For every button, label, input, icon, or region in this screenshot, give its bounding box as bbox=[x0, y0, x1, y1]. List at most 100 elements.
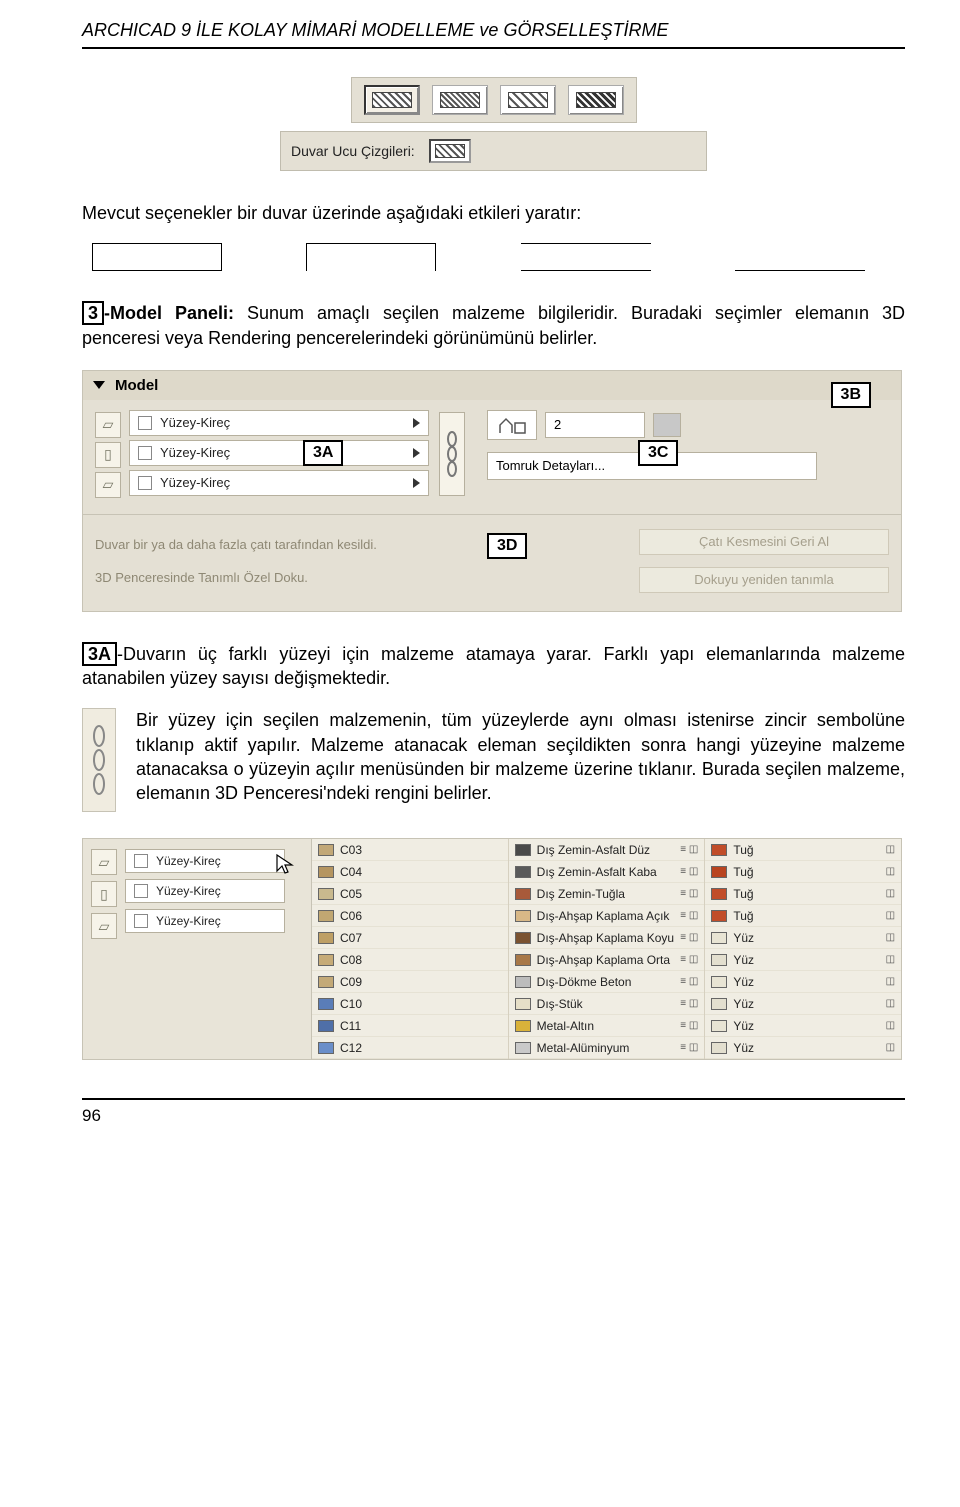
material-row-icons: ≡ ◫ bbox=[680, 844, 698, 855]
material-row-icons: ≡ ◫ bbox=[680, 1042, 698, 1053]
materials-left: ▱ ▯ ▱ Yüzey-Kireç Yüzey-Kireç Yüzey-Kire… bbox=[82, 838, 312, 1060]
material-row[interactable]: Dış-Stük≡ ◫ bbox=[509, 993, 705, 1015]
house-icon-button[interactable] bbox=[487, 410, 537, 440]
surface-side-icon[interactable]: ▯ bbox=[91, 881, 117, 907]
hatch-option-4[interactable] bbox=[568, 85, 624, 115]
material-row[interactable]: C05 bbox=[312, 883, 508, 905]
material-label: Metal-Alüminyum bbox=[537, 1041, 675, 1055]
material-swatch bbox=[318, 932, 334, 944]
surface-bottom-icon[interactable]: ▱ bbox=[95, 472, 121, 498]
material-label: Dış Zemin-Asfalt Düz bbox=[537, 843, 675, 857]
material-row[interactable]: Dış-Ahşap Kaplama Orta≡ ◫ bbox=[509, 949, 705, 971]
material-row[interactable]: Dış Zemin-Asfalt Kaba≡ ◫ bbox=[509, 861, 705, 883]
material-label: Tuğ bbox=[733, 865, 879, 879]
materials-list: C03C04C05 C06 C07C08C09 C10 C11C12 Dış Zemin-… bbox=[312, 838, 902, 1060]
material-row[interactable]: Yüz◫ bbox=[705, 1037, 901, 1059]
wall-end-lines-label: Duvar Ucu Çizgileri: bbox=[291, 143, 415, 159]
material-row-icons: ◫ bbox=[886, 844, 895, 855]
material-swatch bbox=[515, 866, 531, 878]
material-row[interactable]: Tuğ◫ bbox=[705, 861, 901, 883]
material-row-icons: ≡ ◫ bbox=[680, 932, 698, 943]
material-row[interactable]: Tuğ ◫ bbox=[705, 839, 901, 861]
material-row-icons: ◫ bbox=[886, 910, 895, 921]
model-panel-header[interactable]: Model bbox=[83, 371, 901, 400]
surface-bottom-icon[interactable]: ▱ bbox=[91, 913, 117, 939]
cursor-icon bbox=[275, 853, 297, 875]
material-row-icons: ◫ bbox=[886, 932, 895, 943]
material-row[interactable]: Yüz◫ bbox=[705, 949, 901, 971]
material-swatch bbox=[515, 844, 531, 856]
paragraph-options-effect: Mevcut seçenekler bir duvar üzerinde aşa… bbox=[82, 201, 905, 225]
hatch-option-3[interactable] bbox=[500, 85, 556, 115]
chain-link-button[interactable] bbox=[439, 412, 465, 496]
wall-end-hatch-picker[interactable] bbox=[429, 139, 471, 163]
material-row[interactable]: C12 bbox=[312, 1037, 508, 1059]
material-swatch bbox=[711, 888, 727, 900]
material-row[interactable]: Metal-Altın≡ ◫ bbox=[509, 1015, 705, 1037]
material-row[interactable]: Dış-Dökme Beton≡ ◫ bbox=[509, 971, 705, 993]
material-label: Metal-Altın bbox=[537, 1019, 675, 1033]
effect-box-2 bbox=[306, 243, 436, 271]
log-count-field[interactable]: 2 bbox=[545, 412, 645, 438]
surface-side-icon[interactable]: ▯ bbox=[95, 442, 121, 468]
wall-end-lines-row: Duvar Ucu Çizgileri: bbox=[280, 131, 707, 171]
material-label: Yüz bbox=[733, 997, 879, 1011]
disclosure-triangle-icon[interactable] bbox=[93, 381, 105, 389]
material-label: Yüz bbox=[733, 975, 879, 989]
material-row[interactable]: Yüz◫ bbox=[705, 927, 901, 949]
materials-surface-3[interactable]: Yüzey-Kireç bbox=[125, 909, 285, 933]
material-row[interactable]: C11 bbox=[312, 1015, 508, 1037]
hatch-option-1[interactable] bbox=[364, 85, 420, 115]
material-row[interactable]: Yüz◫ bbox=[705, 971, 901, 993]
material-swatch bbox=[515, 910, 531, 922]
material-row[interactable]: C06 bbox=[312, 905, 508, 927]
surface-top-icon[interactable]: ▱ bbox=[95, 412, 121, 438]
surface-material-3[interactable]: Yüzey-Kireç bbox=[129, 470, 429, 496]
materials-column-1: C03C04C05 C06 C07C08C09 C10 C11C12 bbox=[312, 839, 509, 1059]
header-rule bbox=[82, 47, 905, 49]
material-row[interactable]: C03 bbox=[312, 839, 508, 861]
material-row[interactable]: C04 bbox=[312, 861, 508, 883]
material-swatch bbox=[318, 954, 334, 966]
surface-top-icon[interactable]: ▱ bbox=[91, 849, 117, 875]
material-swatch bbox=[515, 888, 531, 900]
material-swatch bbox=[515, 932, 531, 944]
material-label: Dış-Ahşap Kaplama Orta bbox=[537, 953, 675, 967]
dropdown-arrow-icon bbox=[413, 448, 420, 458]
materials-surface-1[interactable]: Yüzey-Kireç bbox=[125, 849, 285, 873]
material-row[interactable]: Tuğ◫ bbox=[705, 905, 901, 927]
chain-icon bbox=[91, 722, 107, 798]
hatch-option-2[interactable] bbox=[432, 85, 488, 115]
material-row[interactable]: C10 bbox=[312, 993, 508, 1015]
log-details-label: Tomruk Detayları... bbox=[496, 458, 605, 473]
material-row[interactable]: Dış Zemin-Asfalt Düz ≡ ◫ bbox=[509, 839, 705, 861]
material-row[interactable]: Metal-Alüminyum ≡ ◫ bbox=[509, 1037, 705, 1059]
material-row[interactable]: C08 bbox=[312, 949, 508, 971]
materials-surface-2[interactable]: Yüzey-Kireç bbox=[125, 879, 285, 903]
material-swatch bbox=[711, 844, 727, 856]
material-label: Dış-Dökme Beton bbox=[537, 975, 675, 989]
material-row[interactable]: Dış-Ahşap Kaplama Açık≡ ◫ bbox=[509, 905, 705, 927]
pen-color-swatch[interactable] bbox=[653, 413, 681, 437]
material-swatch bbox=[318, 976, 334, 988]
material-label: Tuğ bbox=[733, 843, 879, 857]
material-row[interactable]: Dış Zemin-Tuğla≡ ◫ bbox=[509, 883, 705, 905]
material-row[interactable]: C09 bbox=[312, 971, 508, 993]
material-row[interactable]: C07 bbox=[312, 927, 508, 949]
info-line-1: Duvar bir ya da daha fazla çatı tarafınd… bbox=[95, 537, 377, 552]
material-row[interactable]: Dış-Ahşap Kaplama Koyu≡ ◫ bbox=[509, 927, 705, 949]
material-row-icons: ◫ bbox=[886, 998, 895, 1009]
material-row[interactable]: Yüz◫ bbox=[705, 1015, 901, 1037]
callout-3b: 3B bbox=[831, 382, 871, 408]
material-label: C10 bbox=[340, 997, 496, 1011]
material-row[interactable]: Tuğ◫ bbox=[705, 883, 901, 905]
materials-column-2: Dış Zemin-Asfalt Düz≡ ◫Dış Zemin-Asfalt … bbox=[509, 839, 706, 1059]
effect-box-3 bbox=[521, 243, 651, 271]
material-row[interactable]: Yüz ◫ bbox=[705, 993, 901, 1015]
material-label: C06 bbox=[340, 909, 496, 923]
surface-material-2[interactable]: Yüzey-Kireç bbox=[129, 440, 429, 466]
material-row-icons: ◫ bbox=[886, 1042, 895, 1053]
footer-rule bbox=[82, 1098, 905, 1100]
material-swatch bbox=[318, 1042, 334, 1054]
surface-material-1[interactable]: Yüzey-Kireç bbox=[129, 410, 429, 436]
